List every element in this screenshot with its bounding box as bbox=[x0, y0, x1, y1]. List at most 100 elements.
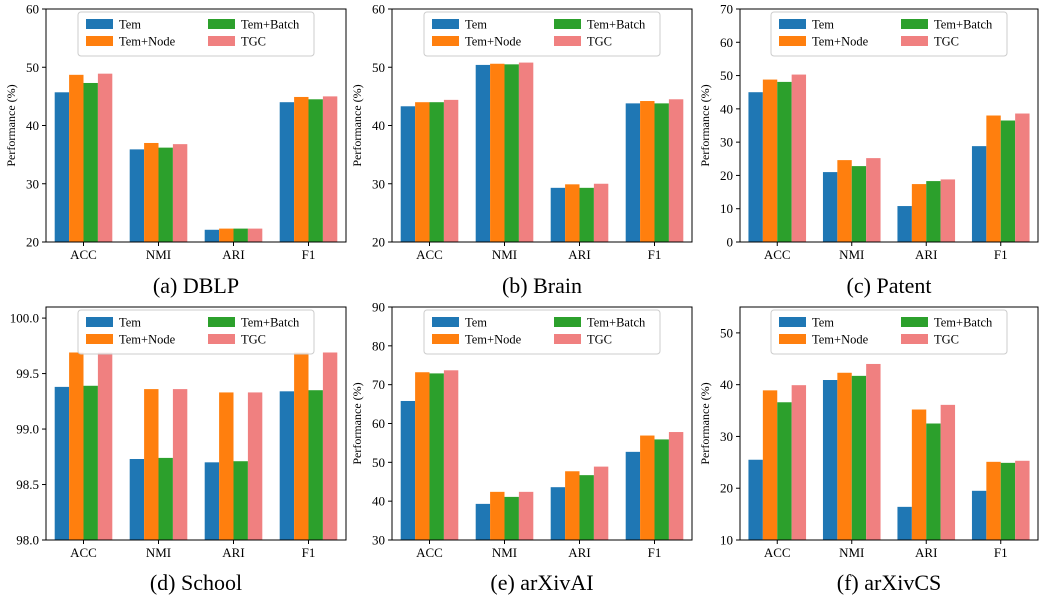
legend-label: Tem+Node bbox=[812, 35, 869, 49]
legend: Tem Tem+Node Tem+Batch TGC bbox=[770, 309, 1008, 355]
bar-ari-0 bbox=[204, 229, 220, 242]
legend-box bbox=[770, 309, 1008, 355]
x-tick-label: NMI bbox=[492, 247, 517, 262]
legend-swatch bbox=[779, 317, 806, 327]
chart-panel-4: ACC NMI ARI F1 30 40 50 60 70 80 90 Performance (%)… bbox=[350, 300, 693, 595]
x-tick-label: F1 bbox=[994, 545, 1008, 560]
bar-nmi-2 bbox=[158, 147, 173, 242]
legend-swatch bbox=[86, 334, 113, 344]
x-tick-label: F1 bbox=[302, 545, 316, 560]
legend-swatch bbox=[86, 19, 113, 29]
bar-acc-3 bbox=[791, 385, 807, 540]
y-tick-label: 50 bbox=[720, 325, 733, 340]
bar-acc-3 bbox=[443, 99, 459, 243]
bar-acc-2 bbox=[83, 82, 98, 242]
bar-f1-2 bbox=[308, 390, 323, 540]
x-tick-label: F1 bbox=[648, 545, 662, 560]
legend-label: Tem bbox=[812, 316, 834, 330]
y-tick-label: 99.5 bbox=[16, 366, 39, 381]
plot-frame bbox=[739, 8, 1039, 243]
bar-f1-1 bbox=[986, 461, 1001, 540]
bar-nmi-0 bbox=[822, 380, 838, 540]
legend-box bbox=[423, 11, 661, 57]
y-axis-label: Performance (%) bbox=[698, 84, 712, 166]
x-tick-label: ACC bbox=[764, 545, 791, 560]
y-axis-label: Performance (%) bbox=[4, 84, 18, 166]
legend-swatch bbox=[901, 334, 928, 344]
legend-label: Tem+Node bbox=[119, 333, 176, 347]
y-tick-label: 70 bbox=[720, 2, 733, 17]
bar-nmi-3 bbox=[518, 62, 534, 243]
bar-nmi-3 bbox=[866, 363, 881, 540]
y-tick-label: 100.0 bbox=[10, 311, 39, 326]
bar-ari-3 bbox=[247, 392, 263, 540]
bar-acc-2 bbox=[777, 402, 792, 540]
bar-ari-2 bbox=[579, 475, 594, 540]
y-tick-label: 50 bbox=[26, 60, 39, 75]
bar-ari-3 bbox=[593, 183, 609, 242]
y-tick-label: 40 bbox=[26, 118, 39, 133]
bar-ari-3 bbox=[940, 404, 956, 540]
y-tick-label: 20 bbox=[720, 481, 733, 496]
bar-nmi-0 bbox=[129, 149, 145, 242]
bar-ari-3 bbox=[593, 466, 609, 540]
bar-nmi-3 bbox=[518, 491, 534, 540]
y-tick-label: 98.5 bbox=[16, 477, 39, 492]
bar-ari-0 bbox=[897, 506, 912, 540]
y-tick-label: 60 bbox=[372, 416, 385, 431]
legend-swatch bbox=[432, 317, 459, 327]
bar-f1-3 bbox=[668, 432, 684, 540]
legend-swatch bbox=[779, 36, 806, 46]
legend-label: Tem+Batch bbox=[241, 18, 300, 32]
bar-f1-2 bbox=[654, 103, 669, 243]
bar-nmi-2 bbox=[158, 457, 173, 540]
y-tick-label: 98.0 bbox=[16, 533, 39, 548]
bar-acc-3 bbox=[97, 73, 113, 242]
panel-caption: (d) School bbox=[150, 570, 242, 595]
legend-swatch bbox=[901, 19, 928, 29]
legend-swatch bbox=[901, 317, 928, 327]
bar-f1-2 bbox=[1000, 462, 1016, 540]
legend-swatch bbox=[208, 19, 235, 29]
plot-frame bbox=[739, 306, 1039, 541]
legend: Tem Tem+Node Tem+Batch TGC bbox=[423, 11, 661, 57]
bar-ari-1 bbox=[219, 392, 234, 540]
bar-acc-0 bbox=[400, 106, 416, 242]
bar-acc-2 bbox=[83, 385, 98, 540]
bar-acc-2 bbox=[429, 102, 444, 242]
bar-nmi-1 bbox=[144, 142, 159, 242]
y-tick-label: 30 bbox=[26, 176, 39, 191]
chart-panel-3: ACC NMI ARI F1 98.0 98.5 99.0 99.5 100.0 Tem Tem+N… bbox=[10, 306, 347, 595]
legend-label: TGC bbox=[241, 35, 266, 49]
chart-panel-2: ACC NMI ARI F1 0 10 20 30 40 50 60 70 Performance (%… bbox=[698, 2, 1039, 298]
bar-f1-0 bbox=[971, 490, 987, 540]
legend-label: Tem+Batch bbox=[241, 316, 300, 330]
bar-acc-3 bbox=[791, 74, 807, 242]
legend: Tem Tem+Node Tem+Batch TGC bbox=[77, 11, 315, 57]
bar-acc-3 bbox=[443, 370, 459, 540]
legend-swatch bbox=[432, 334, 459, 344]
bar-acc-2 bbox=[777, 81, 792, 243]
bar-ari-2 bbox=[233, 461, 248, 540]
panel-caption: (c) Patent bbox=[847, 273, 932, 298]
legend-label: TGC bbox=[241, 333, 266, 347]
bar-f1-1 bbox=[294, 96, 309, 243]
bar-acc-0 bbox=[748, 92, 763, 243]
legend-box bbox=[77, 11, 315, 57]
bar-f1-3 bbox=[668, 99, 684, 242]
y-tick-label: 30 bbox=[720, 135, 733, 150]
bar-f1-2 bbox=[308, 99, 323, 242]
bar-acc-0 bbox=[400, 400, 416, 540]
y-tick-label: 40 bbox=[372, 118, 385, 133]
y-tick-label: 90 bbox=[372, 300, 385, 315]
bar-ari-3 bbox=[940, 179, 956, 242]
bar-acc-3 bbox=[97, 352, 113, 540]
legend-label: Tem+Batch bbox=[587, 18, 646, 32]
y-axis-label: Performance (%) bbox=[350, 84, 364, 166]
y-tick-label: 20 bbox=[372, 235, 385, 250]
bar-f1-2 bbox=[654, 439, 669, 540]
legend-swatch bbox=[779, 334, 806, 344]
y-tick-label: 20 bbox=[26, 235, 39, 250]
